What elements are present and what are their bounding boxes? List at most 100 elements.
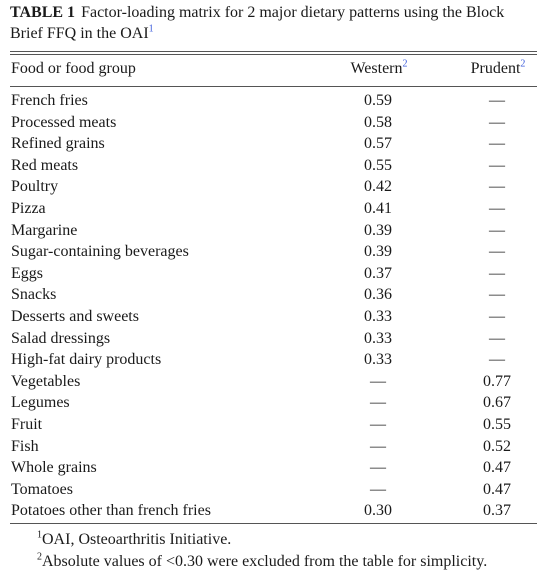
cell-western: 0.59 [364, 92, 392, 109]
cell-prudent: — [489, 199, 505, 217]
cell-western: — [370, 459, 386, 477]
top-rule [10, 51, 537, 52]
cell-prudent: 0.55 [483, 415, 511, 433]
cell-food: Pizza [11, 199, 46, 217]
cell-western: 0.37 [364, 264, 392, 282]
cell-food: Tomatoes [11, 480, 73, 498]
cell-prudent: — [489, 221, 505, 239]
cell-food: Sugar-containing beverages [11, 243, 189, 261]
prudent-footnote-marker[interactable]: 2 [520, 58, 526, 70]
western-label: Western [350, 60, 403, 77]
western-footnote-marker[interactable]: 2 [402, 58, 408, 70]
header-rule [10, 86, 537, 87]
cell-western: 0.39 [364, 243, 392, 261]
footnote-2: 2Absolute values of <0.30 were excluded … [37, 551, 487, 573]
cell-western: 0.30 [364, 502, 392, 520]
cell-prudent: — [489, 113, 505, 131]
table-row: Margarine 0.39 — [10, 221, 537, 243]
cell-food: Potatoes other than french fries [11, 502, 211, 520]
top-rule-double [10, 54, 537, 55]
cell-food: Processed meats [11, 113, 117, 131]
cell-prudent: 0.77 [483, 372, 511, 390]
cell-food: Desserts and sweets [11, 307, 139, 325]
table-title: TABLE 1 Factor-loading matrix for 2 major… [10, 2, 537, 44]
cell-prudent: — [489, 286, 505, 304]
table-row: Eggs 0.37 — [10, 264, 537, 286]
cell-food: Snacks [11, 286, 57, 304]
cell-western: 0.42 [364, 178, 392, 196]
cell-food: Fish [11, 437, 39, 455]
cell-food: Margarine [11, 221, 78, 239]
table-row: French fries 0.59 — [10, 91, 537, 113]
table-label: TABLE 1 [10, 4, 76, 21]
cell-food: Vegetables [11, 372, 81, 390]
cell-food: High-fat dairy products [11, 351, 162, 369]
cell-western: 0.39 [364, 221, 392, 239]
table-row: Whole grains — 0.47 [10, 458, 537, 480]
cell-prudent: 0.47 [483, 480, 511, 498]
cell-food: French fries [11, 92, 88, 109]
table-row: Legumes — 0.67 [10, 393, 537, 415]
cell-food: Whole grains [11, 459, 97, 477]
table-caption: Factor-loading matrix for 2 major dietar… [10, 4, 505, 42]
table-row: Snacks 0.36 — [10, 285, 537, 307]
table-row: Vegetables — 0.77 [10, 372, 537, 394]
cell-western: — [370, 415, 386, 433]
cell-western: 0.33 [364, 329, 392, 347]
table-row: Tomatoes — 0.47 [10, 480, 537, 502]
footnote-1-marker: 1 [37, 529, 42, 541]
cell-prudent: 0.37 [483, 502, 511, 520]
prudent-label: Prudent [470, 60, 521, 77]
cell-food: Legumes [11, 394, 70, 412]
table-row: Fish — 0.52 [10, 437, 537, 459]
cell-western: — [370, 372, 386, 390]
cell-prudent: — [489, 135, 505, 153]
cell-prudent: 0.52 [483, 437, 511, 455]
column-header-food: Food or food group [11, 60, 136, 77]
cell-food: Salad dressings [11, 329, 111, 347]
cell-western: 0.33 [364, 307, 392, 325]
cell-food: Red meats [11, 156, 79, 174]
cell-western: 0.33 [364, 351, 392, 369]
cell-food: Refined grains [11, 135, 105, 153]
cell-western: 0.36 [364, 286, 392, 304]
table-row: Sugar-containing beverages 0.39 — [10, 242, 537, 264]
footnote-2-marker: 2 [37, 551, 42, 563]
cell-prudent: — [489, 178, 505, 196]
footnote-1: 1OAI, Osteoarthritis Initiative. [37, 529, 487, 551]
column-header-row: Food or food group Western2 Prudent2 [10, 58, 537, 80]
cell-prudent: — [489, 243, 505, 261]
cell-western: — [370, 437, 386, 455]
table-body: French fries 0.59— Processed meats 0.58— Ref… [10, 91, 537, 523]
table-row: Refined grains 0.57 — [10, 134, 537, 156]
cell-prudent: — [489, 92, 505, 109]
footnotes: 1OAI, Osteoarthritis Initiative. 2Absolu… [37, 529, 487, 573]
table-row: High-fat dairy products 0.33 — [10, 350, 537, 372]
table-row: Pizza 0.41 — [10, 199, 537, 221]
cell-western: — [370, 480, 386, 498]
title-footnote-marker[interactable]: 1 [148, 23, 154, 35]
cell-prudent: — [489, 307, 505, 325]
cell-prudent: — [489, 329, 505, 347]
cell-western: 0.55 [364, 156, 392, 174]
cell-western: 0.41 [364, 199, 392, 217]
cell-prudent: — [489, 351, 505, 369]
cell-western: 0.58 [364, 113, 392, 131]
cell-prudent: — [489, 156, 505, 174]
cell-prudent: 0.47 [483, 459, 511, 477]
footnote-2-text: Absolute values of <0.30 were excluded f… [42, 553, 488, 570]
table-row: Desserts and sweets 0.33 — [10, 307, 537, 329]
column-header-prudent: Prudent2 [462, 58, 534, 78]
cell-western: — [370, 394, 386, 412]
column-header-western: Western2 [344, 58, 414, 78]
cell-food: Eggs [11, 264, 43, 282]
table-row: Salad dressings 0.33 — [10, 329, 537, 351]
footnote-1-text: OAI, Osteoarthritis Initiative. [42, 531, 232, 548]
cell-prudent: — [489, 264, 505, 282]
table-row: Red meats 0.55 — [10, 156, 537, 178]
cell-food: Fruit [11, 415, 43, 433]
cell-prudent: 0.67 [483, 394, 511, 412]
table-row: Poultry 0.42 — [10, 177, 537, 199]
cell-food: Poultry [11, 178, 59, 196]
bottom-rule [10, 523, 537, 524]
